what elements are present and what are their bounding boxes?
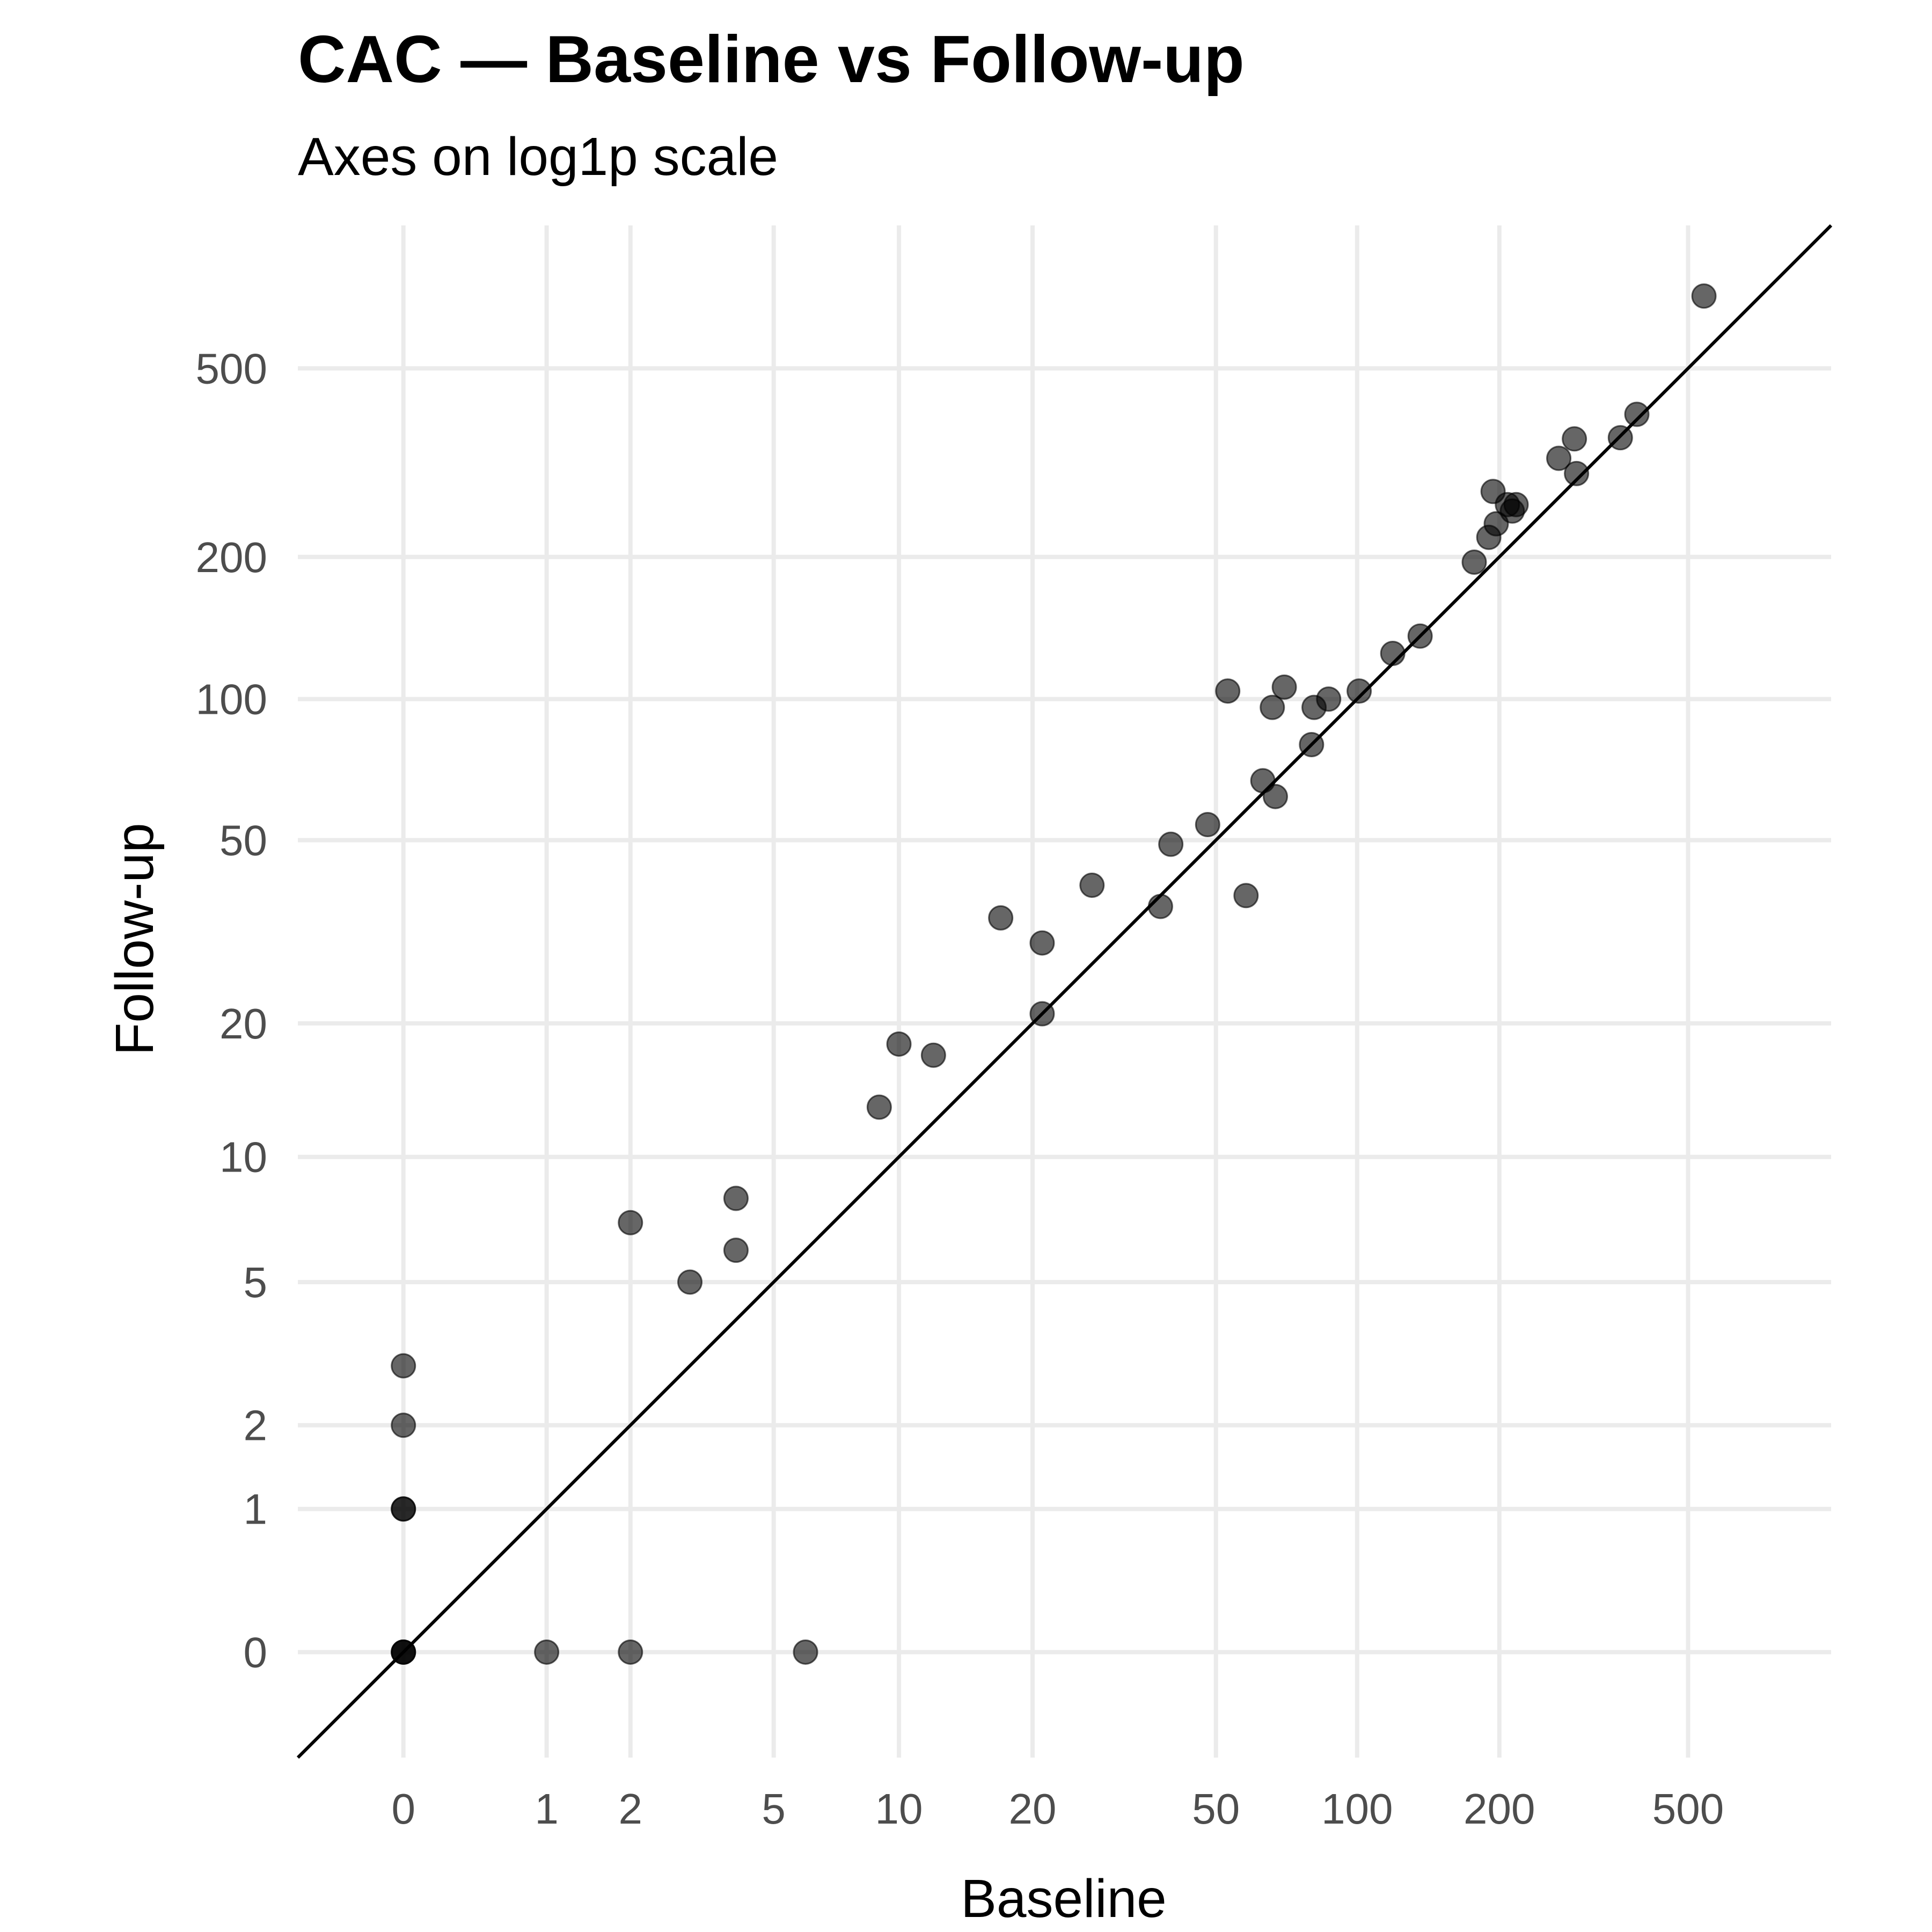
- data-point-20: [1079, 872, 1105, 898]
- data-point-6: [391, 1353, 416, 1379]
- data-point-48: [1691, 283, 1717, 309]
- identity-reference-line: [296, 224, 1833, 1759]
- data-point-44: [1562, 426, 1587, 452]
- data-point-9: [793, 1639, 818, 1665]
- data-point-2: [391, 1639, 416, 1665]
- data-point-13: [723, 1238, 749, 1263]
- data-points: [391, 283, 1717, 1665]
- data-point-46: [1607, 425, 1633, 451]
- y-tick-label-5: 20: [219, 1000, 267, 1048]
- y-axis-title: Follow-up: [105, 823, 165, 1056]
- data-point-19: [1029, 1001, 1055, 1027]
- y-tick-label-9: 500: [196, 345, 267, 392]
- data-point-4: [391, 1496, 416, 1522]
- chart-title: CAC — Baseline vs Follow-up: [298, 23, 1245, 97]
- data-point-18: [1029, 930, 1055, 956]
- data-point-34: [1380, 640, 1406, 666]
- x-tick-label-9: 500: [1652, 1785, 1724, 1833]
- data-point-5: [391, 1413, 416, 1438]
- data-point-27: [1260, 694, 1285, 720]
- x-tick-label-0: 0: [391, 1785, 415, 1833]
- chart-subtitle: Axes on log1p scale: [298, 127, 779, 187]
- data-point-45: [1564, 460, 1590, 486]
- data-point-43: [1546, 445, 1572, 471]
- data-point-8: [618, 1639, 643, 1665]
- data-point-11: [677, 1269, 703, 1295]
- x-tick-label-2: 2: [618, 1785, 642, 1833]
- data-point-12: [723, 1185, 749, 1211]
- data-point-29: [1271, 674, 1297, 700]
- data-point-10: [618, 1210, 643, 1235]
- data-point-35: [1407, 623, 1433, 649]
- data-point-42: [1503, 492, 1529, 517]
- y-tick-label-4: 10: [219, 1133, 267, 1181]
- data-point-17: [988, 905, 1014, 931]
- data-point-16: [920, 1042, 946, 1068]
- y-axis-ticks: 0 1 2 5 10 20 50 100 200 500: [196, 345, 267, 1676]
- data-point-30: [1299, 731, 1324, 757]
- data-point-25: [1233, 883, 1259, 909]
- y-tick-label-7: 100: [196, 676, 267, 723]
- y-tick-label-2: 2: [244, 1402, 268, 1450]
- x-axis-title: Baseline: [961, 1869, 1167, 1929]
- y-tick-label-6: 50: [219, 817, 267, 865]
- data-point-32: [1316, 686, 1342, 712]
- data-point-14: [866, 1094, 892, 1120]
- data-point-33: [1346, 678, 1372, 704]
- y-tick-label-8: 200: [196, 533, 267, 581]
- x-tick-label-8: 200: [1463, 1785, 1535, 1833]
- x-axis-ticks: 0 1 2 5 10 20 50 100 200 500: [391, 1785, 1724, 1833]
- data-point-7: [534, 1639, 560, 1665]
- x-tick-label-5: 20: [1009, 1785, 1057, 1833]
- x-tick-label-1: 1: [535, 1785, 559, 1833]
- x-tick-label-3: 5: [762, 1785, 786, 1833]
- data-point-24: [1215, 678, 1241, 704]
- data-point-23: [1195, 811, 1220, 837]
- data-point-47: [1624, 401, 1650, 427]
- y-tick-label-1: 1: [244, 1485, 268, 1533]
- data-point-36: [1461, 549, 1487, 575]
- grid-lines: [298, 225, 1831, 1758]
- y-tick-label-0: 0: [244, 1628, 268, 1676]
- data-point-28: [1262, 784, 1288, 809]
- reference-line: [296, 224, 1833, 1759]
- data-point-21: [1147, 894, 1173, 919]
- x-tick-label-4: 10: [875, 1785, 923, 1833]
- data-point-22: [1158, 831, 1184, 857]
- y-tick-label-3: 5: [244, 1258, 268, 1306]
- x-tick-label-7: 100: [1321, 1785, 1393, 1833]
- x-tick-label-6: 50: [1192, 1785, 1240, 1833]
- data-point-15: [886, 1031, 912, 1057]
